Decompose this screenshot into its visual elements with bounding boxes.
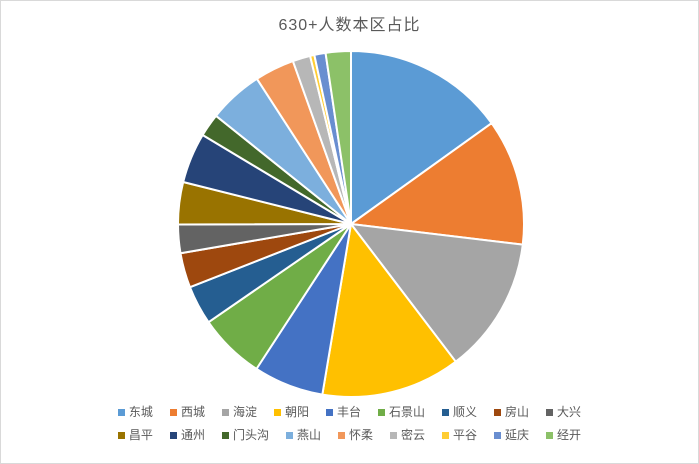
legend-swatch-icon (546, 431, 554, 439)
legend-label: 密云 (401, 428, 426, 442)
legend-swatch-icon (378, 408, 385, 416)
legend-item-丰台: 丰台 (325, 405, 361, 419)
legend-item-房山: 房山 (494, 405, 529, 419)
legend-label: 经开 (557, 428, 582, 442)
legend-item-怀柔: 怀柔 (337, 428, 373, 442)
legend: 东城 西城 海淀 朝阳 丰台 石景山 顺义 房山 大兴 昌平 通州 门头沟 燕山 怀柔 密云 平谷 延庆 经开 (1, 405, 698, 442)
legend-row-1: 东城 西城 海淀 朝阳 丰台 石景山 顺义 房山 大兴 (117, 405, 581, 419)
legend-label: 西城 (180, 405, 205, 419)
legend-item-门头沟: 门头沟 (221, 428, 269, 442)
legend-swatch-icon (273, 408, 281, 416)
legend-item-通州: 通州 (169, 428, 205, 442)
legend-label: 石景山 (389, 405, 426, 419)
pie-slice-朝阳 (321, 223, 457, 398)
legend-item-东城: 东城 (117, 405, 153, 419)
chart-title: 630+人数本区占比 (278, 17, 421, 34)
pie-slice-经开 (324, 49, 352, 225)
legend-swatch-icon (442, 431, 450, 439)
legend-item-密云: 密云 (390, 428, 425, 442)
legend-label: 朝阳 (284, 405, 309, 419)
legend-label: 通州 (180, 428, 205, 442)
legend-label: 门头沟 (232, 428, 269, 442)
legend-swatch-icon (546, 408, 554, 416)
legend-swatch-icon (221, 408, 229, 416)
legend-swatch-icon (169, 408, 177, 416)
legend-item-延庆: 延庆 (494, 428, 529, 442)
legend-swatch-icon (494, 408, 502, 416)
legend-item-朝阳: 朝阳 (273, 405, 309, 419)
legend-label: 丰台 (336, 405, 361, 419)
legend-swatch-icon (494, 431, 502, 439)
legend-item-石景山: 石景山 (378, 405, 425, 419)
legend-label: 顺义 (453, 405, 478, 419)
legend-swatch-icon (285, 431, 293, 439)
legend-label: 大兴 (557, 405, 582, 419)
legend-row-2: 昌平 通州 门头沟 燕山 怀柔 密云 平谷 延庆 经开 (117, 428, 581, 442)
legend-swatch-icon (221, 431, 229, 439)
legend-swatch-icon (442, 408, 450, 416)
legend-swatch-icon (117, 408, 125, 416)
legend-swatch-icon (169, 431, 177, 439)
legend-swatch-icon (325, 408, 333, 416)
legend-swatch-icon (117, 431, 125, 439)
legend-item-海淀: 海淀 (221, 405, 257, 419)
legend-item-大兴: 大兴 (546, 405, 581, 419)
legend-item-燕山: 燕山 (285, 428, 321, 442)
legend-label: 延庆 (505, 428, 530, 442)
legend-label: 海淀 (232, 405, 257, 419)
legend-item-昌平: 昌平 (117, 428, 153, 442)
legend-item-经开: 经开 (546, 428, 581, 442)
legend-label: 东城 (128, 405, 153, 419)
legend-label: 昌平 (128, 428, 153, 442)
pie-slice-海淀 (350, 223, 524, 363)
legend-label: 房山 (505, 405, 530, 419)
legend-item-西城: 西城 (169, 405, 205, 419)
legend-item-平谷: 平谷 (442, 428, 477, 442)
legend-swatch-icon (337, 431, 345, 439)
legend-swatch-icon (390, 431, 397, 439)
pie-slice-东城 (350, 50, 493, 225)
pie-slice-西城 (350, 122, 525, 246)
legend-label: 怀柔 (348, 428, 373, 442)
legend-item-顺义: 顺义 (442, 405, 477, 419)
legend-label: 燕山 (296, 428, 321, 442)
legend-label: 平谷 (453, 428, 478, 442)
